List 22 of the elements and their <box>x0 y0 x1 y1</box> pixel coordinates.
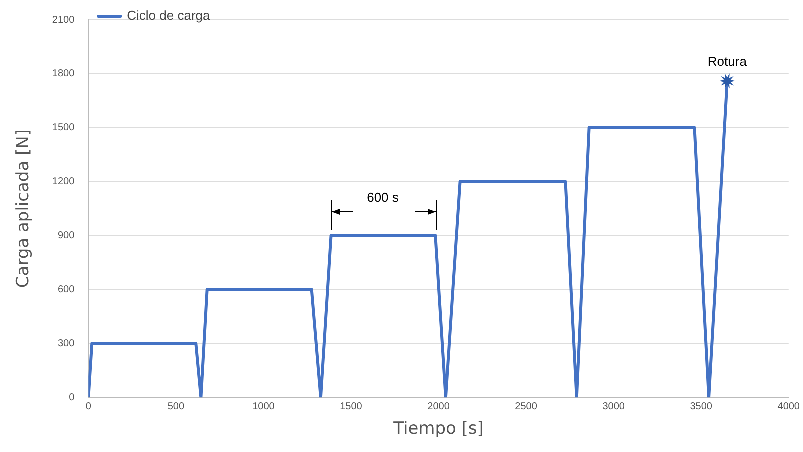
x-tick-label: 0 <box>86 401 92 412</box>
x-axis-title: Tiempo [s] <box>392 419 484 440</box>
y-tick-label: 1200 <box>52 176 76 188</box>
annotation: Rotura <box>708 54 748 70</box>
y-tick-label: 0 <box>69 392 76 404</box>
x-tick-label: 1000 <box>252 401 276 412</box>
y-axis-title: Carga aplicada [N] <box>14 129 34 288</box>
x-tick-label: 1500 <box>340 401 363 412</box>
x-tick-label: 500 <box>168 401 185 412</box>
y-tick-label: 2100 <box>52 14 76 26</box>
y-tick-label: 600 <box>58 284 76 296</box>
y-tick-label: 1800 <box>52 68 76 80</box>
legend-label: Ciclo de carga <box>127 8 212 24</box>
annotation: 600 s <box>366 190 400 205</box>
y-tick-label: 900 <box>58 230 76 242</box>
x-tick-label: 2500 <box>515 401 538 412</box>
y-tick-label: 300 <box>58 338 76 350</box>
x-tick-label: 3000 <box>602 401 626 412</box>
x-tick-label: 3500 <box>690 401 713 412</box>
y-tick-label: 1500 <box>52 122 76 134</box>
x-tick-label: 4000 <box>778 401 800 412</box>
x-tick-label: 2000 <box>428 401 450 412</box>
